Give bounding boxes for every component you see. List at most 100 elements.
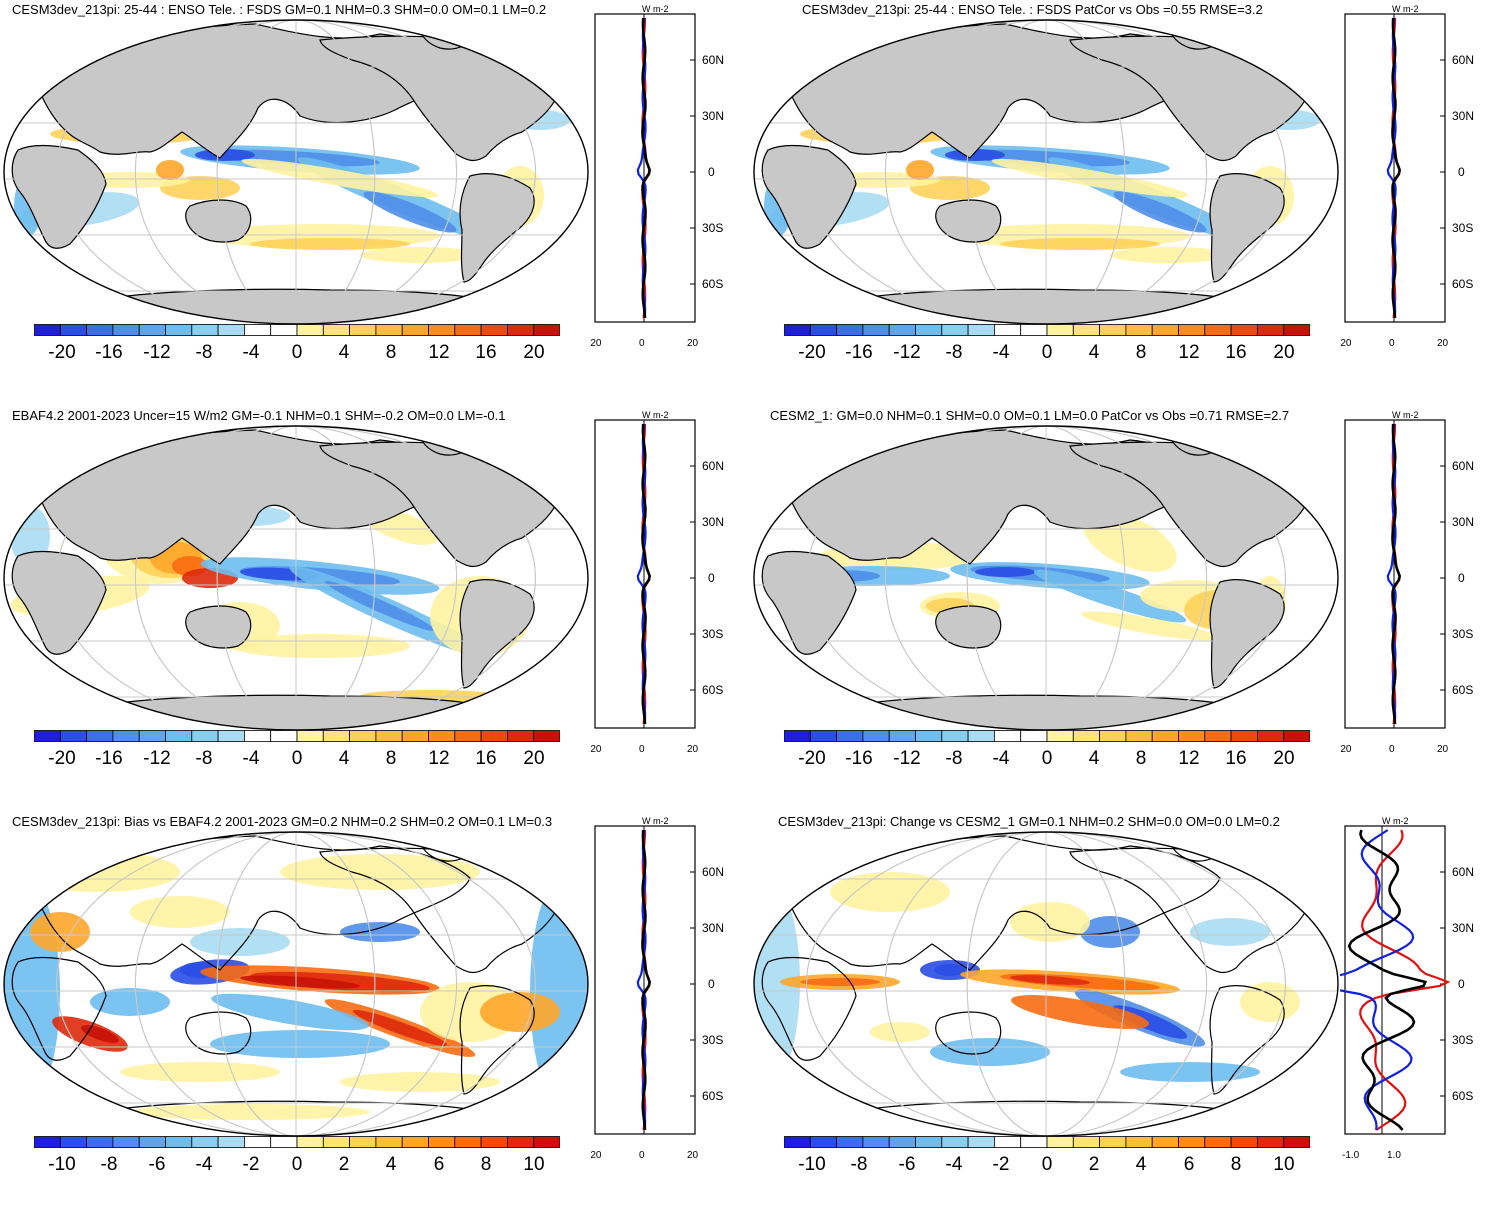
lat-label: 0 [708, 571, 715, 585]
colorbar-label: -12 [887, 748, 927, 770]
colorbar-swatch [455, 731, 481, 742]
colorbar-swatch [297, 325, 323, 336]
zonal-profile: W m-2 60N 30N 0 30S 60S -20 0 20 [590, 0, 740, 360]
anomaly-region [130, 896, 230, 928]
colorbar-label: 12 [419, 748, 459, 770]
colorbar-swatch [60, 325, 86, 336]
colorbar-swatch [87, 731, 113, 742]
colorbar-swatch [942, 1137, 968, 1148]
colorbar-label: 0 [277, 748, 317, 770]
colorbar-label: -20 [792, 748, 832, 770]
lat-label: 60N [702, 459, 724, 473]
colorbar-swatch [113, 1137, 139, 1148]
colorbar-swatch [34, 1137, 60, 1148]
colorbar [34, 1136, 560, 1148]
colorbar-swatch [1100, 731, 1126, 742]
zonal-profile: W m-2 60N 30N 0 30S 60S -20 0 20 [590, 812, 740, 1172]
colorbar-swatch [113, 325, 139, 336]
lat-label: 60S [702, 683, 723, 697]
colorbar-swatch [271, 731, 297, 742]
x-tick-label: 0 [1389, 338, 1395, 349]
colorbar-swatch [810, 325, 836, 336]
colorbar-swatch [534, 1137, 560, 1148]
colorbar-swatch [481, 1137, 507, 1148]
colorbar-label: 20 [514, 342, 554, 364]
map [0, 422, 592, 734]
panel-title: CESM2_1: GM=0.0 NHM=0.1 SHM=0.0 OM=0.1 L… [770, 408, 1289, 423]
colorbar-swatch [192, 731, 218, 742]
colorbar-swatch [1257, 1137, 1283, 1148]
profile-line [1349, 830, 1425, 1130]
colorbar-swatch [507, 325, 533, 336]
colorbar-swatch [350, 325, 376, 336]
colorbar [784, 1136, 1310, 1148]
colorbar-label: 6 [419, 1154, 459, 1176]
colorbar-swatch [1179, 325, 1205, 336]
anomaly-region [190, 928, 290, 956]
x-tick-label: -20 [1340, 338, 1352, 349]
colorbar-swatch [34, 325, 60, 336]
colorbar-swatch [1179, 1137, 1205, 1148]
colorbar-swatch [1257, 325, 1283, 336]
lat-label: 30S [1452, 1033, 1473, 1047]
lat-label: 60N [702, 865, 724, 879]
colorbar-label: -20 [42, 342, 82, 364]
colorbar-label: -16 [89, 748, 129, 770]
colorbar-swatch [968, 325, 994, 336]
colorbar-swatch [968, 1137, 994, 1148]
colorbar-swatch [1047, 731, 1073, 742]
colorbar-swatch [139, 731, 165, 742]
lat-label: 30N [702, 109, 724, 123]
colorbar-label: -10 [42, 1154, 82, 1176]
colorbar-label: 0 [1027, 1154, 1067, 1176]
colorbar-swatch [402, 325, 428, 336]
lat-label: 60S [1452, 683, 1473, 697]
colorbar-swatch [534, 325, 560, 336]
panel-p5: CESM3dev_213pi: Bias vs EBAF4.2 2001-202… [0, 812, 742, 1207]
zonal-profile: W m-2 60N 30N 0 30S 60S -20 0 20 [1340, 0, 1485, 360]
colorbar-swatch [784, 731, 810, 742]
profile-units: W m-2 [642, 816, 669, 826]
colorbar-label: -8 [839, 1154, 879, 1176]
lat-label: 30S [702, 221, 723, 235]
colorbar-label: -12 [137, 342, 177, 364]
colorbar-swatch [1126, 731, 1152, 742]
colorbar-swatch [1047, 325, 1073, 336]
x-tick-label: -20 [590, 744, 602, 755]
colorbar-swatch [350, 731, 376, 742]
colorbar-label: 4 [1074, 748, 1114, 770]
x-tick-label: 0 [639, 744, 645, 755]
colorbar-swatch [244, 731, 270, 742]
colorbar-swatch [784, 325, 810, 336]
lat-label: 60S [702, 1089, 723, 1103]
colorbar-swatch [810, 731, 836, 742]
colorbar-swatch [942, 325, 968, 336]
panel-title: EBAF4.2 2001-2023 Uncer=15 W/m2 GM=-0.1 … [12, 408, 506, 423]
colorbar-swatch [1152, 1137, 1178, 1148]
colorbar-swatch [87, 1137, 113, 1148]
anomaly-region [830, 872, 950, 912]
colorbar-label: 6 [1169, 1154, 1209, 1176]
colorbar-swatch [1021, 325, 1047, 336]
x-tick-label: 0 [639, 1150, 645, 1161]
colorbar-swatch [784, 1137, 810, 1148]
colorbar-swatch [916, 325, 942, 336]
colorbar-swatch [192, 1137, 218, 1148]
x-tick-label: 20 [687, 338, 699, 349]
anomaly-region [1000, 238, 1160, 250]
colorbar-swatch [60, 731, 86, 742]
anomaly-region [906, 160, 934, 180]
colorbar-swatch [1231, 325, 1257, 336]
colorbar-label: -6 [137, 1154, 177, 1176]
panel-p3: EBAF4.2 2001-2023 Uncer=15 W/m2 GM=-0.1 … [0, 406, 742, 801]
profile-units: W m-2 [642, 4, 669, 14]
colorbar-swatch [1073, 731, 1099, 742]
colorbar-swatch [1126, 1137, 1152, 1148]
colorbar-swatch [837, 731, 863, 742]
lat-label: 60S [702, 277, 723, 291]
colorbar-swatch [271, 1137, 297, 1148]
colorbar-swatch [402, 731, 428, 742]
colorbar-label: -16 [839, 342, 879, 364]
anomaly-region [1240, 982, 1300, 1022]
colorbar-label: -4 [981, 342, 1021, 364]
